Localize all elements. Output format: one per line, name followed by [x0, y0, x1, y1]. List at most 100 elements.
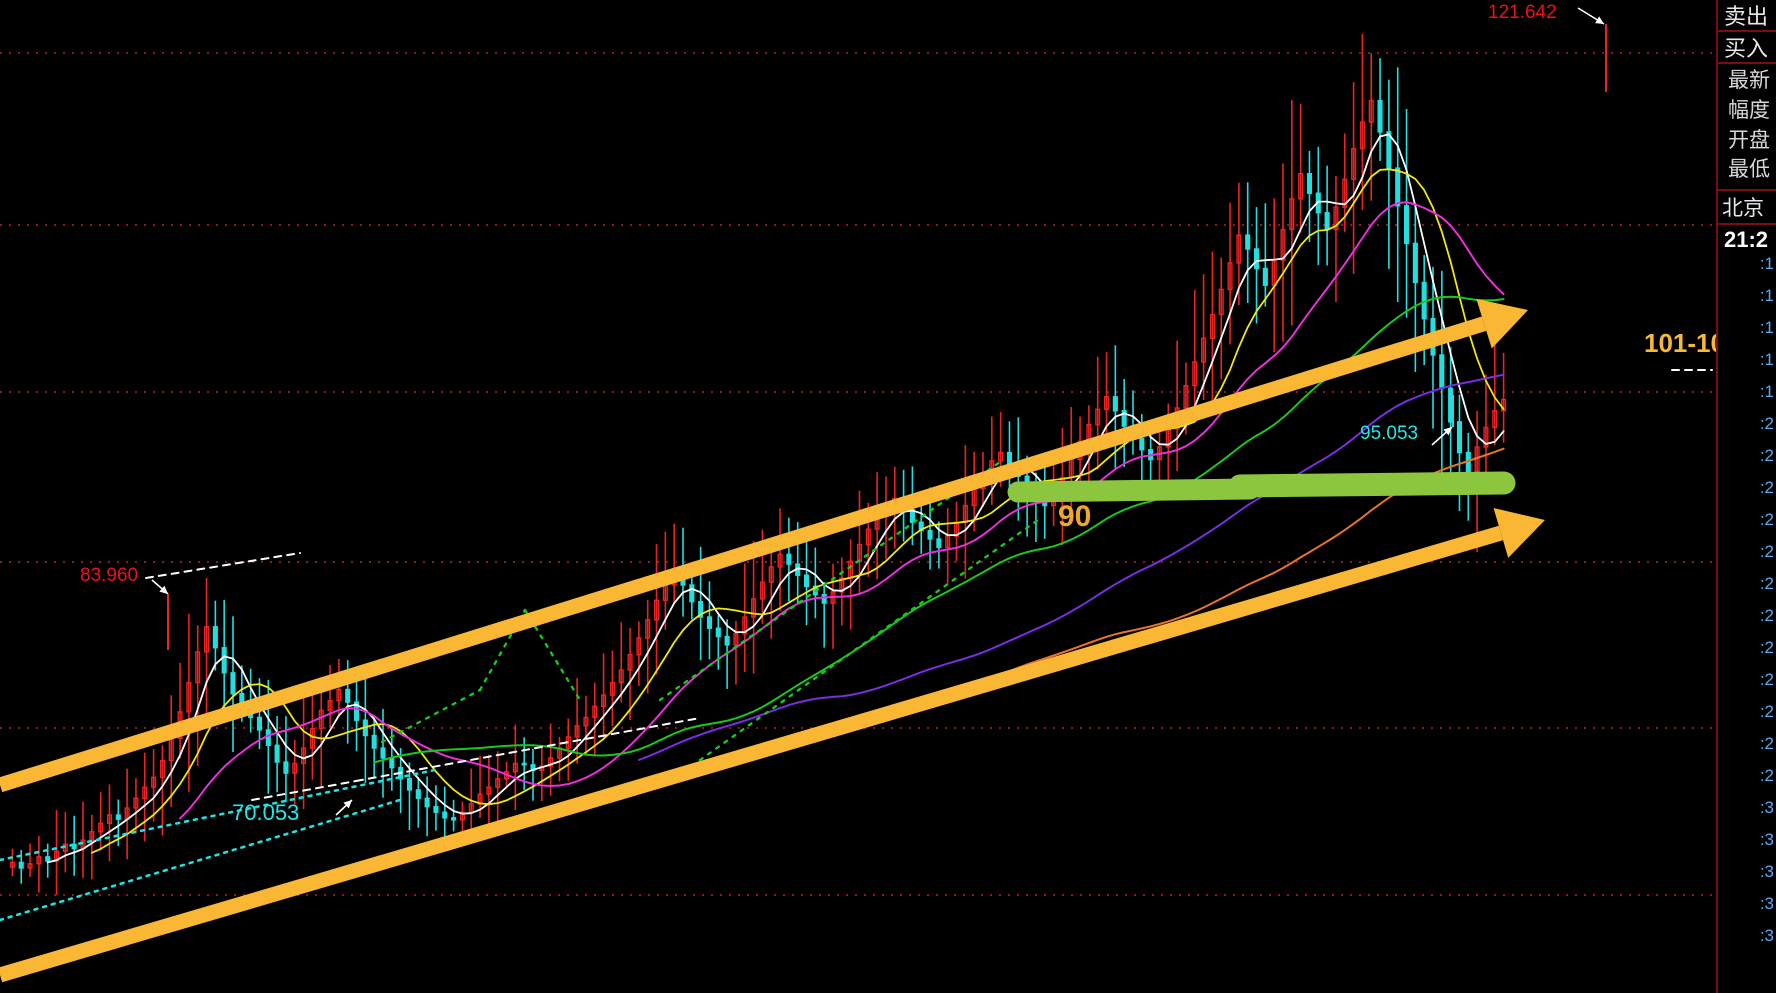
candle-body: [1006, 451, 1013, 465]
candle-body: [1227, 262, 1233, 291]
tick-row[interactable]: :2: [1718, 447, 1776, 479]
stats-block: 最新 幅度 开盘 最低: [1718, 64, 1776, 192]
candle-body: [1236, 234, 1242, 264]
tick-row[interactable]: :3: [1718, 799, 1776, 831]
candle-body: [27, 863, 33, 869]
quote-sidebar[interactable]: 卖出 买入 最新 幅度 开盘 最低 北京 21:2 :1:1:1:1:1:2:2…: [1716, 0, 1776, 993]
tick-row[interactable]: :3: [1718, 831, 1776, 863]
candle-body: [309, 727, 315, 749]
tick-time-list[interactable]: :1:1:1:1:1:2:2:2:2:2:2:2:2:2:2:2:2:3:3:3…: [1718, 255, 1776, 959]
tick-time: :2: [1759, 607, 1774, 626]
buy-row[interactable]: 买入: [1718, 32, 1776, 64]
tick-time: :3: [1759, 799, 1774, 818]
candle-body: [1403, 205, 1410, 245]
tick-row[interactable]: :2: [1718, 639, 1776, 671]
candle-body: [151, 776, 157, 788]
candle-body: [706, 616, 713, 629]
candle-body: [318, 709, 324, 730]
tick-row[interactable]: :2: [1718, 671, 1776, 703]
candle-body: [45, 856, 51, 862]
tick-time: :2: [1759, 511, 1774, 530]
tick-row[interactable]: :1: [1718, 255, 1776, 287]
candle-body: [159, 759, 165, 779]
candle-body: [186, 681, 192, 713]
candle-body: [345, 688, 351, 703]
candle-body: [786, 553, 792, 565]
candle-body: [1121, 410, 1127, 427]
candle-body: [274, 744, 280, 763]
tick-time: :2: [1759, 767, 1774, 786]
candle-body: [115, 814, 121, 820]
ma-line-10: [90, 168, 1505, 854]
sell-row[interactable]: 卖出: [1718, 0, 1776, 32]
candle-body: [195, 651, 201, 684]
candle-body: [459, 811, 465, 821]
candle-body: [645, 619, 651, 639]
tick-time: :2: [1759, 639, 1774, 658]
candle-body: [733, 633, 739, 646]
candle-body: [751, 598, 757, 618]
candle-body: [495, 778, 501, 788]
candle-body: [433, 805, 439, 813]
tick-row[interactable]: :2: [1718, 575, 1776, 607]
candle-body: [1359, 121, 1365, 150]
candle-body: [1386, 131, 1392, 169]
tick-row[interactable]: :2: [1718, 511, 1776, 543]
candle-body: [230, 672, 236, 695]
tick-time: :2: [1759, 479, 1774, 498]
pointer-head: [343, 800, 352, 809]
upper-channel-arrow: [0, 298, 1528, 793]
lower-channel-arrow: [0, 508, 1545, 983]
tick-row[interactable]: :3: [1718, 927, 1776, 959]
candle-body: [1377, 99, 1383, 133]
candle-body: [803, 574, 810, 588]
tick-row[interactable]: :2: [1718, 543, 1776, 575]
candle-body: [301, 747, 307, 765]
tick-row[interactable]: :1: [1718, 319, 1776, 351]
candle-body: [945, 535, 951, 549]
candle-body: [742, 616, 748, 635]
prior-low-pointer: [335, 799, 353, 816]
tick-row[interactable]: :2: [1718, 735, 1776, 767]
candle-body: [451, 817, 457, 821]
candle-body: [256, 716, 263, 731]
tick-row[interactable]: :2: [1718, 415, 1776, 447]
tick-time: :1: [1759, 351, 1774, 370]
candle-body: [1492, 410, 1498, 429]
tick-row[interactable]: :2: [1718, 479, 1776, 511]
candle-body: [768, 566, 774, 583]
candle-body: [389, 757, 395, 769]
tick-row[interactable]: :3: [1718, 863, 1776, 895]
candle-body: [18, 861, 24, 869]
candle-body: [98, 822, 104, 833]
candle-body: [212, 626, 218, 649]
tick-time: :2: [1759, 575, 1774, 594]
candle-body: [548, 757, 554, 767]
tick-row[interactable]: :1: [1718, 287, 1776, 319]
tick-row[interactable]: :1: [1718, 383, 1776, 415]
tick-row[interactable]: :2: [1718, 703, 1776, 735]
candle-body: [221, 647, 227, 674]
ma-line-120: [637, 373, 1505, 761]
tick-row[interactable]: :1: [1718, 351, 1776, 383]
tick-row[interactable]: :3: [1718, 895, 1776, 927]
candle-body: [839, 577, 845, 593]
tick-time: :1: [1759, 287, 1774, 306]
tick-time: :1: [1759, 319, 1774, 338]
cyan-dotted-support-lower: [0, 798, 402, 922]
candle-body: [292, 762, 298, 774]
tick-time: :2: [1759, 703, 1774, 722]
candle-body: [1483, 426, 1489, 448]
tick-row[interactable]: :2: [1718, 767, 1776, 799]
tick-time: :3: [1759, 831, 1774, 850]
pointer-head: [159, 585, 168, 594]
candle-body: [1103, 396, 1110, 411]
stat-latest: 最新: [1728, 69, 1770, 92]
tick-time: :2: [1759, 447, 1774, 466]
candle-body: [521, 762, 527, 766]
ma-line-60: [373, 295, 1505, 764]
price-chart-area[interactable]: 121.642 83.960 70.053 95.053 101-102 90: [0, 0, 1716, 993]
tick-row[interactable]: :2: [1718, 607, 1776, 639]
candle-body: [1253, 248, 1260, 270]
